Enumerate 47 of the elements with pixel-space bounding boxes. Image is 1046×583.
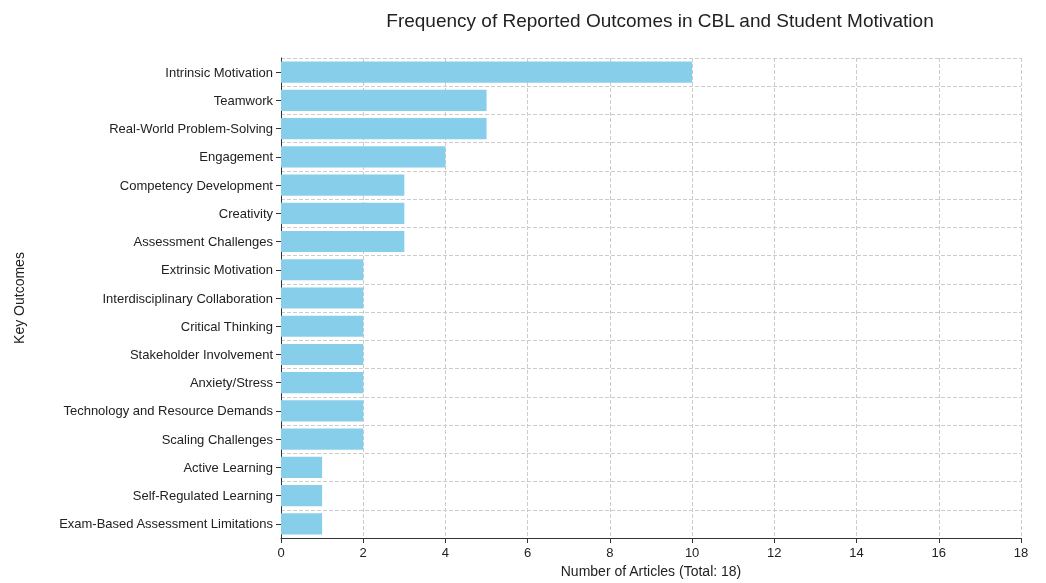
bar xyxy=(281,118,487,140)
x-tick-label: 8 xyxy=(606,545,614,560)
bar xyxy=(281,485,323,507)
bar xyxy=(281,513,323,535)
x-tick-label: 14 xyxy=(849,545,864,560)
bar xyxy=(281,287,364,309)
bar xyxy=(281,343,364,366)
y-tick-label: Teamwork xyxy=(213,92,274,108)
bar xyxy=(281,400,364,422)
bar xyxy=(281,230,405,253)
x-tick-label: 10 xyxy=(684,545,700,560)
y-tick-label: Technology and Resource Demands xyxy=(63,403,274,419)
x-tick-label: 6 xyxy=(524,545,532,560)
y-tick-label: Exam-Based Assessment Limitations xyxy=(59,516,274,532)
bar xyxy=(281,61,693,83)
chart-title: Frequency of Reported Outcomes in CBL and Student Motivation xyxy=(386,10,934,31)
y-tick-label: Assessment Challenges xyxy=(133,234,274,250)
bar xyxy=(281,202,405,224)
bar xyxy=(281,315,364,337)
x-tick-label: 4 xyxy=(441,545,450,560)
bar xyxy=(281,174,405,196)
x-tick-label: 0 xyxy=(277,545,285,560)
bar xyxy=(281,372,364,394)
bar xyxy=(281,89,487,111)
bar xyxy=(281,259,364,281)
x-tick-label: 2 xyxy=(359,545,367,560)
x-tick-label: 16 xyxy=(931,545,947,560)
y-tick-label: Engagement xyxy=(199,149,274,165)
y-tick-label: Anxiety/Stress xyxy=(189,375,274,391)
bar xyxy=(281,146,446,168)
y-tick-label: Stakeholder Involvement xyxy=(129,346,274,362)
y-tick-label: Real-World Problem-Solving xyxy=(109,121,273,137)
x-tick-label: 18 xyxy=(1013,545,1029,560)
bar xyxy=(281,456,323,478)
y-axis-title: Key Outcomes xyxy=(11,252,27,344)
y-tick-label: Interdisciplinary Collaboration xyxy=(102,290,273,306)
bar xyxy=(281,428,364,450)
y-tick-label: Self-Regulated Learning xyxy=(132,488,273,504)
x-tick-label: 12 xyxy=(767,545,782,560)
y-tick-label: Active Learning xyxy=(183,459,273,475)
y-tick-label: Scaling Challenges xyxy=(161,431,274,447)
y-tick-label: Critical Thinking xyxy=(180,318,273,334)
x-axis-title: Number of Articles (Total: 18) xyxy=(560,563,742,579)
y-tick-label: Extrinsic Motivation xyxy=(161,262,273,278)
y-tick-label: Creativity xyxy=(218,205,274,221)
y-tick-label: Intrinsic Motivation xyxy=(165,64,273,80)
y-tick-label: Competency Development xyxy=(119,177,274,193)
